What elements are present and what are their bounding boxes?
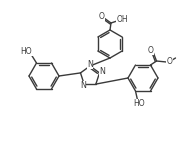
Text: HO: HO: [134, 99, 145, 108]
Text: OH: OH: [116, 14, 128, 24]
Text: N: N: [87, 60, 93, 69]
Text: N: N: [99, 67, 105, 76]
Text: O: O: [148, 46, 154, 55]
Text: O: O: [167, 57, 173, 66]
Text: N: N: [80, 81, 86, 90]
Text: HO: HO: [21, 47, 32, 55]
Text: O: O: [99, 12, 105, 21]
